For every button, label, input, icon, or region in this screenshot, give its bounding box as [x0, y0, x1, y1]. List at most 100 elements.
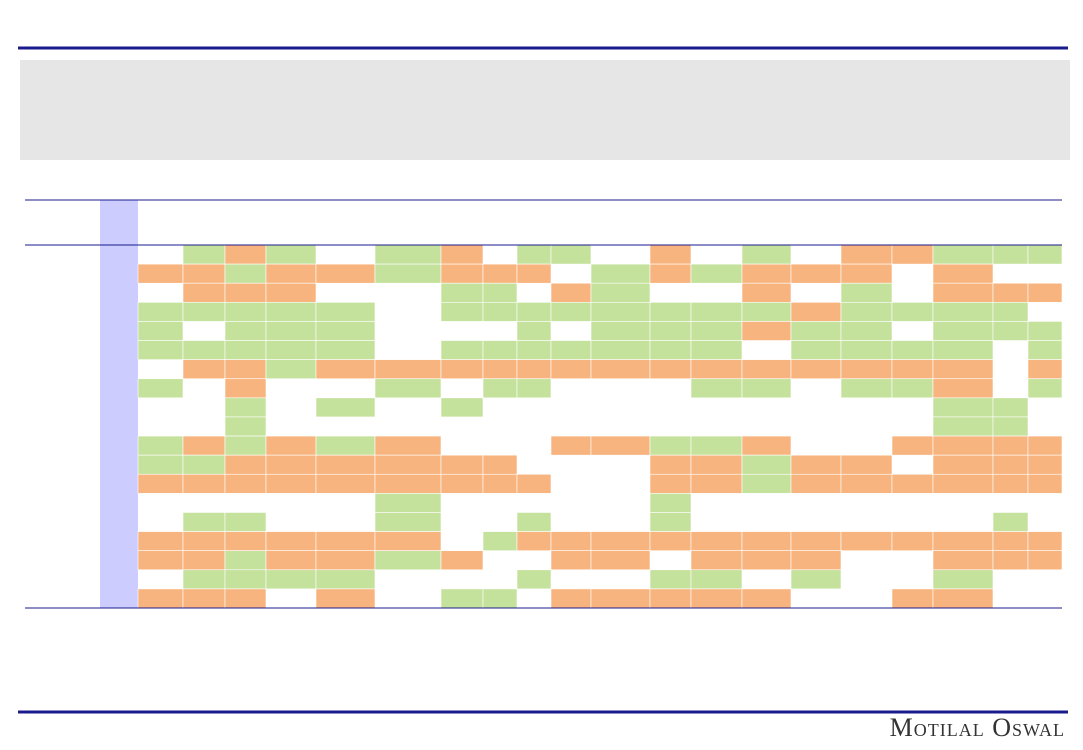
cell	[1027, 340, 1063, 360]
cell	[550, 359, 592, 380]
cell	[550, 550, 592, 571]
cell	[932, 435, 994, 456]
cell	[182, 473, 226, 494]
cell	[891, 244, 934, 265]
cell	[891, 302, 934, 322]
cell	[590, 340, 651, 360]
cell	[690, 321, 743, 341]
cell	[1027, 531, 1063, 551]
cell	[265, 550, 317, 571]
cell	[932, 244, 994, 265]
cell	[649, 435, 692, 456]
cell	[992, 512, 1029, 532]
cell	[516, 378, 552, 399]
cell	[516, 473, 552, 494]
cell	[840, 302, 893, 322]
cell	[649, 302, 692, 322]
cell	[440, 359, 484, 380]
cell	[440, 550, 484, 571]
cell	[840, 531, 893, 551]
cell	[482, 454, 518, 475]
cell	[992, 531, 1029, 551]
cell	[992, 550, 1029, 571]
cell	[932, 416, 994, 437]
cell	[590, 531, 651, 551]
cell	[741, 473, 792, 494]
cell	[182, 359, 226, 380]
cell	[992, 244, 1029, 265]
cell	[590, 302, 651, 322]
cell	[840, 454, 893, 475]
cell	[224, 397, 267, 418]
cell	[374, 263, 442, 284]
cell	[137, 454, 184, 475]
cell	[1027, 244, 1063, 265]
cell	[182, 512, 226, 532]
cell	[482, 302, 518, 322]
cell	[516, 321, 552, 341]
cell	[137, 588, 184, 609]
cell	[374, 244, 442, 265]
cell	[840, 340, 893, 360]
cell	[516, 512, 552, 532]
cell	[649, 454, 692, 475]
cell	[992, 435, 1029, 456]
cell	[182, 531, 226, 551]
cell	[690, 550, 743, 571]
brand-logo: Motilal Oswal	[890, 713, 1065, 742]
cell	[590, 435, 651, 456]
cell	[224, 416, 267, 437]
cell	[440, 244, 484, 265]
cell	[374, 550, 442, 571]
cell	[790, 263, 842, 284]
cell	[224, 359, 267, 380]
cell	[440, 454, 484, 475]
cell	[182, 244, 226, 265]
cell	[315, 550, 376, 571]
cell	[482, 531, 518, 551]
header-box	[20, 60, 1070, 160]
cell	[315, 588, 376, 609]
cell	[1027, 550, 1063, 571]
cell	[690, 263, 743, 284]
cell	[649, 321, 692, 341]
cell	[690, 473, 743, 494]
cell	[550, 340, 592, 360]
cell	[374, 512, 442, 532]
cell	[992, 454, 1029, 475]
cell	[992, 321, 1029, 341]
cell	[315, 454, 376, 475]
cell	[891, 340, 934, 360]
cell	[891, 473, 934, 494]
cell	[741, 244, 792, 265]
cell	[516, 244, 552, 265]
cell	[224, 435, 267, 456]
cell	[440, 397, 484, 418]
cell	[137, 321, 184, 341]
cell	[315, 302, 376, 322]
cell	[265, 321, 317, 341]
cell	[1027, 378, 1063, 399]
cell	[741, 263, 792, 284]
cell	[315, 435, 376, 456]
cell	[690, 340, 743, 360]
cell	[224, 282, 267, 303]
cell	[891, 588, 934, 609]
cell	[265, 263, 317, 284]
cell	[182, 569, 226, 590]
cell	[550, 531, 592, 551]
cell	[482, 473, 518, 494]
cell	[224, 302, 267, 322]
cell	[891, 435, 934, 456]
cell	[265, 244, 317, 265]
cell	[992, 416, 1029, 437]
cell	[315, 569, 376, 590]
cell	[516, 340, 552, 360]
cell	[1027, 321, 1063, 341]
cell	[840, 263, 893, 284]
cell	[374, 531, 442, 551]
cell	[224, 569, 267, 590]
cell	[265, 473, 317, 494]
cell	[224, 473, 267, 494]
